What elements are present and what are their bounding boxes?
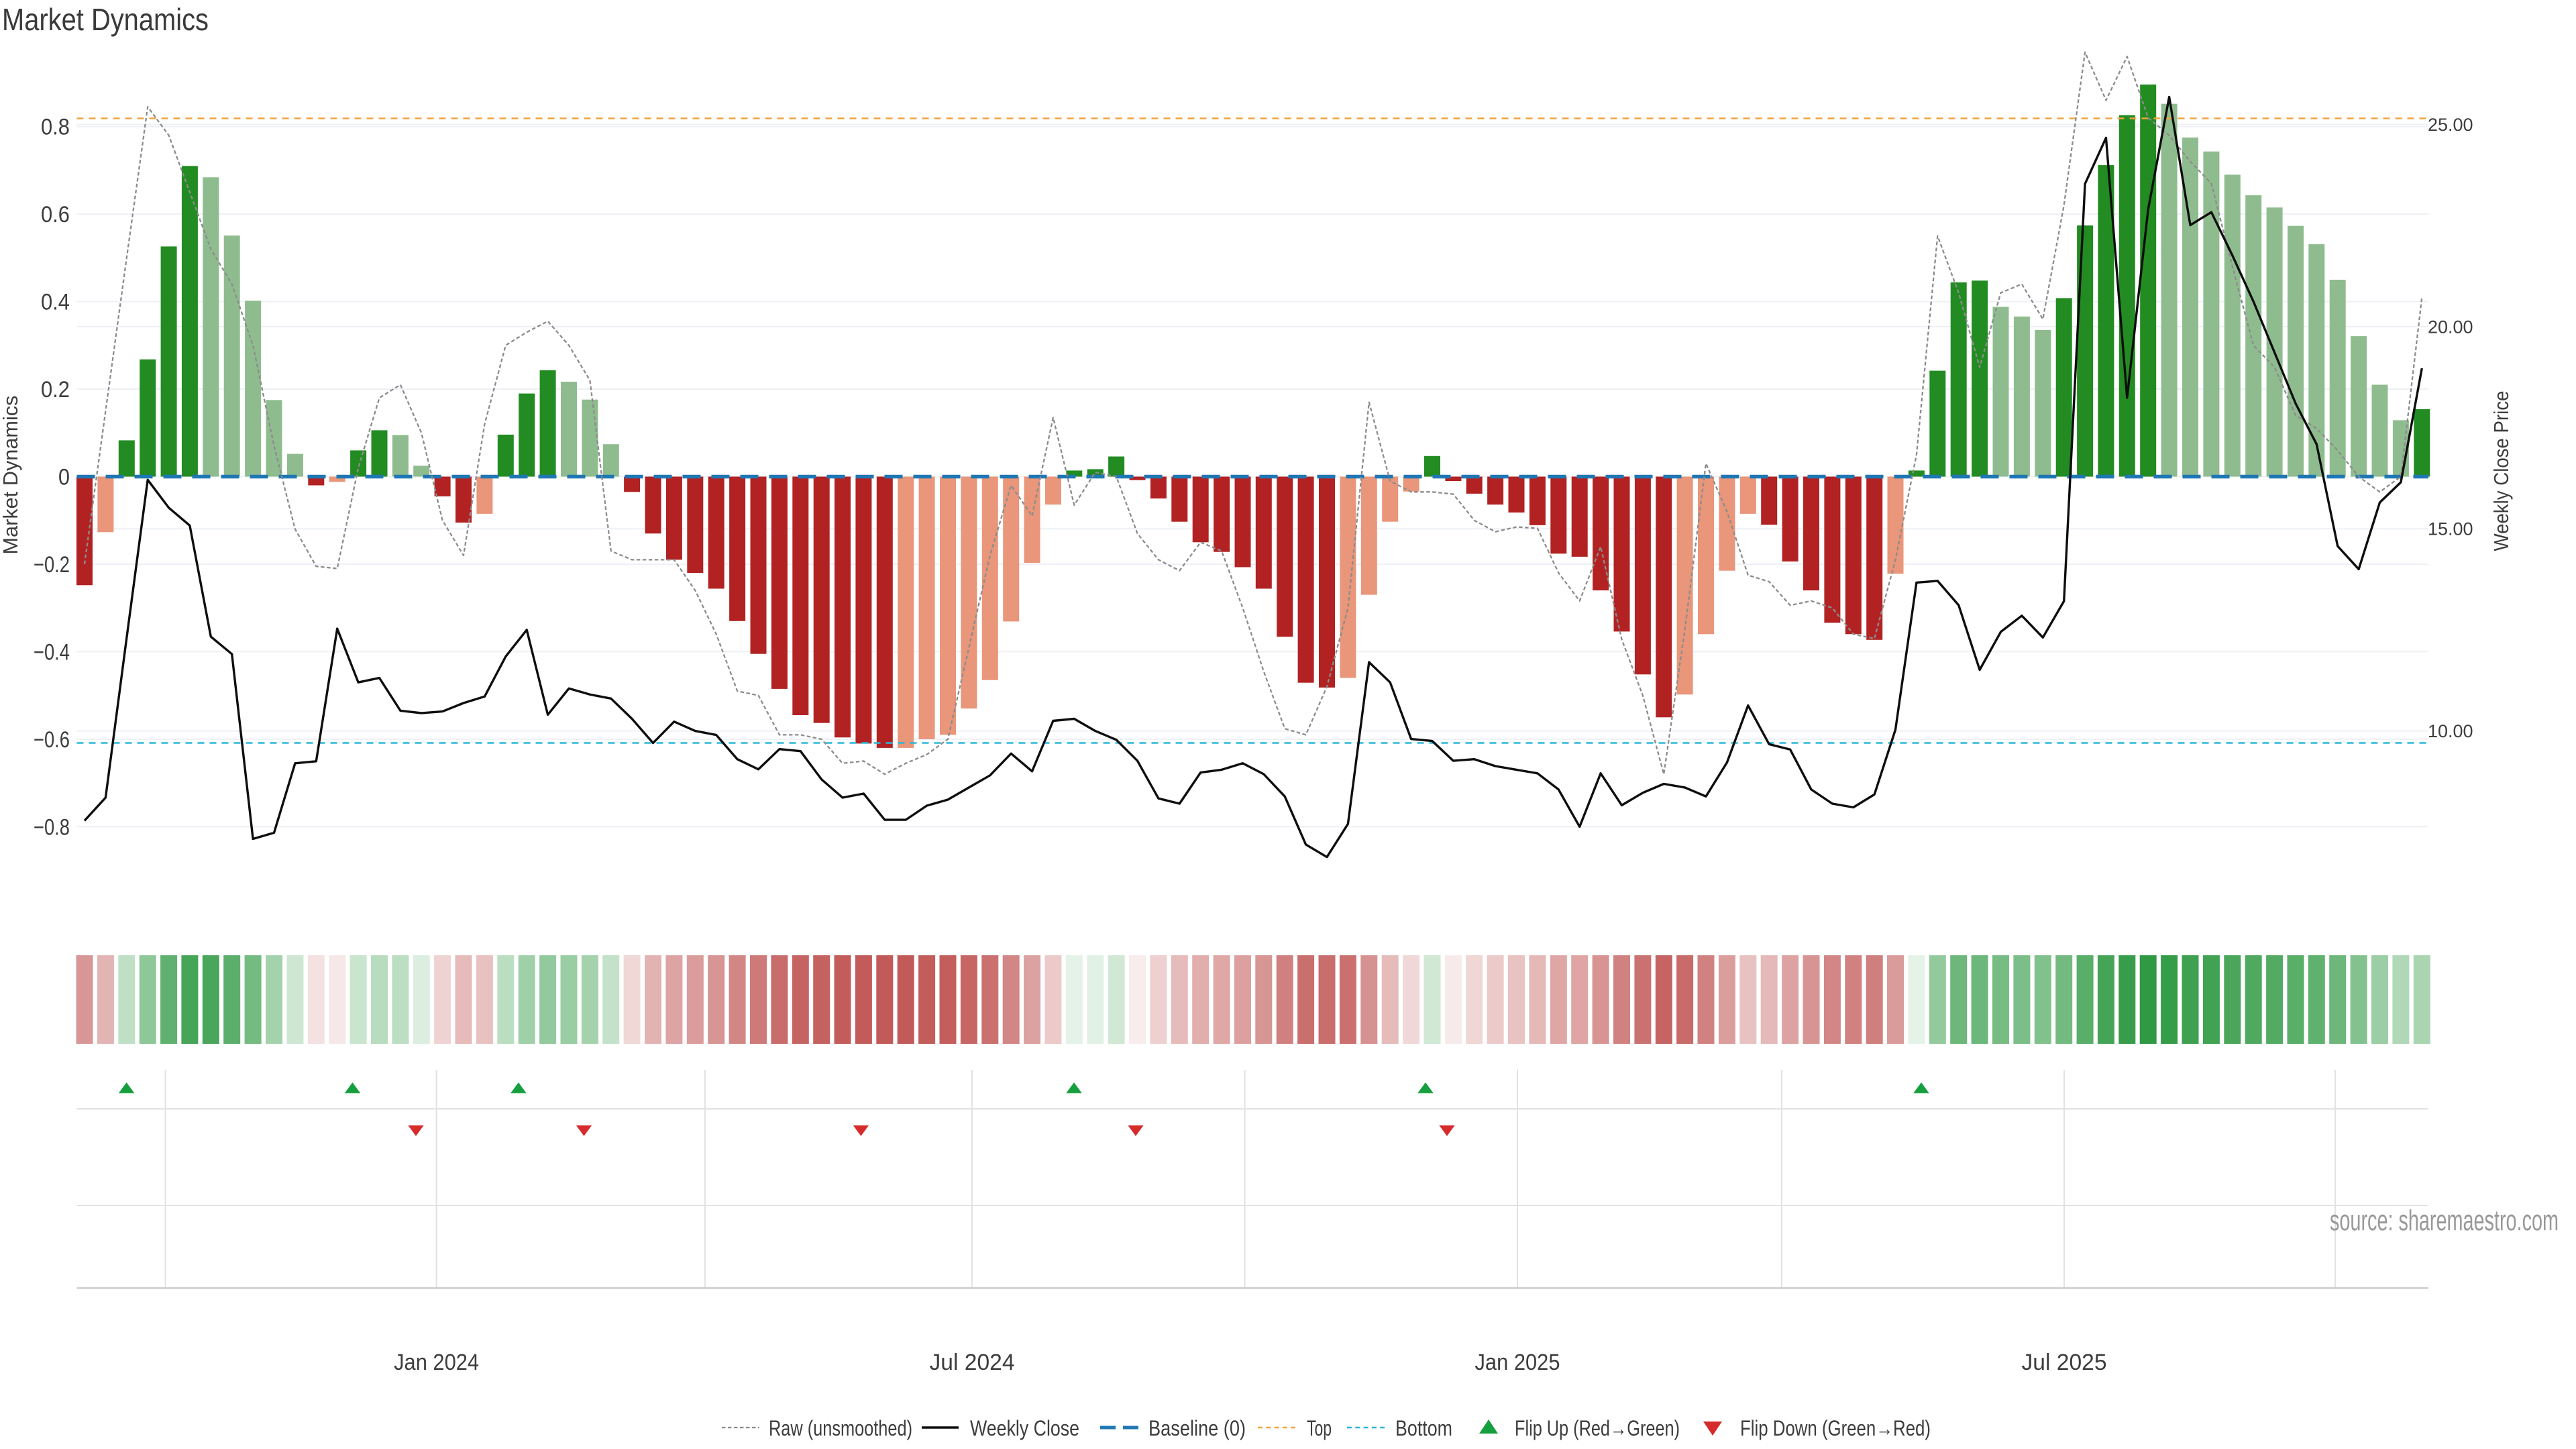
- svg-text:0.4: 0.4: [41, 290, 70, 315]
- svg-text:Flip Up (Red→Green): Flip Up (Red→Green): [1515, 1416, 1680, 1440]
- svg-text:0.8: 0.8: [41, 115, 70, 140]
- svg-text:0.6: 0.6: [41, 202, 70, 227]
- svg-text:−0.4: −0.4: [34, 639, 70, 665]
- svg-text:Flip Down (Green→Red): Flip Down (Green→Red): [1740, 1416, 1931, 1440]
- svg-text:source: sharemaestro.com: source: sharemaestro.com: [2330, 1204, 2559, 1237]
- svg-text:−0.6: −0.6: [34, 727, 70, 753]
- svg-text:Jan 2025: Jan 2025: [1475, 1350, 1560, 1375]
- svg-text:−0.8: −0.8: [34, 814, 70, 840]
- svg-text:Jan 2024: Jan 2024: [394, 1350, 479, 1375]
- svg-text:Raw (unsmoothed): Raw (unsmoothed): [769, 1416, 912, 1440]
- svg-text:Weekly Close: Weekly Close: [970, 1416, 1079, 1440]
- svg-text:Weekly Close Price: Weekly Close Price: [2489, 391, 2513, 551]
- svg-text:Baseline (0): Baseline (0): [1148, 1416, 1246, 1440]
- svg-text:Bottom: Bottom: [1395, 1416, 1452, 1440]
- svg-text:20.00: 20.00: [2428, 317, 2473, 337]
- svg-text:Jul 2024: Jul 2024: [930, 1350, 1015, 1375]
- svg-text:25.00: 25.00: [2428, 115, 2473, 135]
- svg-text:15.00: 15.00: [2428, 519, 2473, 539]
- svg-text:10.00: 10.00: [2428, 721, 2473, 741]
- svg-text:0.2: 0.2: [41, 377, 70, 402]
- svg-text:−0.2: −0.2: [34, 552, 70, 578]
- svg-text:Market Dynamics: Market Dynamics: [2, 2, 209, 37]
- svg-text:Top: Top: [1307, 1416, 1332, 1440]
- svg-text:0: 0: [58, 465, 70, 490]
- svg-text:Market Dynamics: Market Dynamics: [0, 396, 22, 555]
- svg-text:Jul 2025: Jul 2025: [2022, 1350, 2107, 1375]
